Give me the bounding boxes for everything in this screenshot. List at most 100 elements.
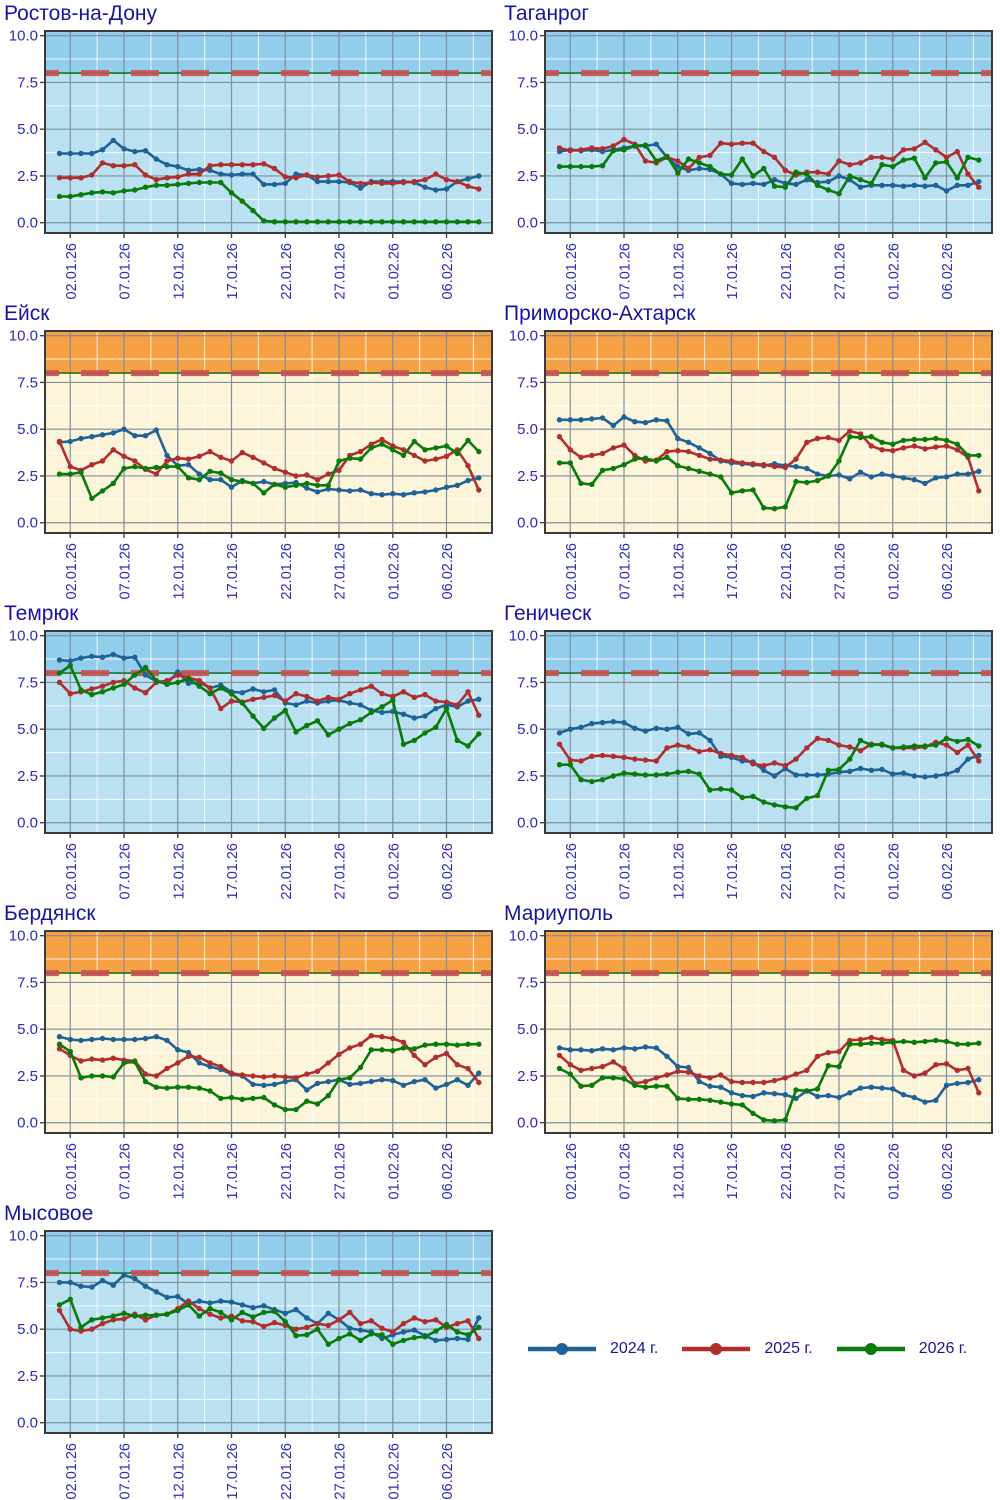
x-tick-label: 07.01.26: [118, 243, 134, 299]
x-tick-label: 12.01.26: [171, 843, 187, 899]
x-tick-label: 01.02.26: [386, 843, 402, 899]
legend-label-2024: 2024 г.: [610, 1340, 659, 1357]
x-tick-label: 12.01.26: [671, 843, 687, 899]
x-tick-label: 22.01.26: [779, 243, 795, 299]
x-tick-label: 02.01.26: [564, 843, 580, 899]
x-tick-label: 17.01.26: [225, 843, 241, 899]
x-tick-label: 06.02.26: [440, 243, 456, 299]
x-tick-label: 02.01.26: [564, 243, 580, 299]
series-line-2025: [558, 737, 981, 767]
y-tick-label: 10.0: [9, 628, 38, 645]
panel-title: Таганрог: [504, 2, 590, 25]
x-tick-label: 01.02.26: [386, 1143, 402, 1199]
y-tick-label: 2.5: [517, 468, 538, 485]
series-line-2025: [58, 1299, 481, 1340]
y-tick-label: 10.0: [509, 928, 538, 945]
x-tick-label: 17.01.26: [725, 543, 741, 599]
y-tick-label: 7.5: [517, 974, 538, 991]
x-tick-label: 06.02.26: [940, 1143, 956, 1199]
chart-panel-3: Ейск 0.0 2.5 5.0 7.5 10.0 02.01.26 07.01.26 12.0…: [0, 300, 500, 600]
series-line-2024: [58, 653, 481, 720]
y-tick-label: 10.0: [509, 628, 538, 645]
x-tick-label: 27.01.26: [333, 1143, 349, 1199]
series-points-2025: [56, 1033, 482, 1086]
series-line-2024: [58, 1273, 481, 1342]
x-tick-label: 02.01.26: [564, 1143, 580, 1199]
x-tick-label: 02.01.26: [564, 543, 580, 599]
series-line-2026: [58, 1298, 481, 1346]
x-tick-label: 06.02.26: [940, 543, 956, 599]
y-tick-label: 5.0: [517, 1021, 538, 1038]
series-points-2026: [556, 1037, 982, 1124]
legend: 2024 г. 2025 г. 2026 г.: [500, 1200, 1000, 1500]
series-points-2026: [56, 179, 482, 225]
y-tick-label: 0.0: [17, 215, 38, 232]
y-tick-label: 2.5: [17, 468, 38, 485]
panel-plot: 0.0 2.5 5.0 7.5 10.0 02.01.26 07.01.26 12.01.26…: [509, 928, 993, 1199]
y-tick-label: 5.0: [17, 421, 38, 438]
series-points-2025: [56, 1298, 482, 1342]
x-tick-label: 17.01.26: [225, 243, 241, 299]
chart-panel-1: Ростов-на-Дону 0.0 2.5 5.0 7.5 10.0 02.01.26 07…: [0, 0, 500, 300]
chart-panel-9: Мысовое 0.0 2.5 5.0 7.5 10.0 02.01.26 07.01.26 1…: [0, 1200, 500, 1500]
series-line-2026: [58, 1042, 481, 1111]
x-tick-label: 17.01.26: [225, 1143, 241, 1199]
y-tick-label: 2.5: [517, 1068, 538, 1085]
above-threshold-band: [45, 931, 492, 974]
y-tick-label: 0.0: [517, 215, 538, 232]
x-tick-label: 22.01.26: [779, 843, 795, 899]
x-tick-label: 22.01.26: [779, 1143, 795, 1199]
x-tick-label: 22.01.26: [279, 1443, 295, 1499]
series-points-2026: [556, 434, 982, 512]
y-tick-label: 7.5: [517, 374, 538, 391]
x-tick-label: 17.01.26: [725, 1143, 741, 1199]
x-tick-label: 27.01.26: [833, 543, 849, 599]
x-tick-label: 07.01.26: [118, 1443, 134, 1499]
series-points-2024: [556, 1044, 982, 1105]
x-tick-label: 17.01.26: [725, 243, 741, 299]
above-threshold-band: [545, 631, 992, 674]
x-tick-label: 17.01.26: [725, 843, 741, 899]
x-tick-label: 12.01.26: [171, 543, 187, 599]
x-tick-label: 02.01.26: [64, 543, 80, 599]
x-tick-label: 07.01.26: [118, 843, 134, 899]
panel-plot: 0.0 2.5 5.0 7.5 10.0 02.01.26 07.01.26 12.01.26…: [9, 1228, 493, 1499]
chart-panel-2: Таганрог 0.0 2.5 5.0 7.5 10.0 02.01.26 07.01.26…: [500, 0, 1000, 300]
panel-title: Мысовое: [4, 1202, 94, 1225]
y-tick-label: 0.0: [517, 1115, 538, 1132]
y-tick-label: 5.0: [17, 721, 38, 738]
legend-item-2026: 2026 г.: [835, 1340, 967, 1358]
series-points-2026: [556, 735, 982, 811]
y-tick-label: 10.0: [509, 328, 538, 345]
y-tick-label: 5.0: [517, 121, 538, 138]
y-tick-label: 2.5: [517, 168, 538, 185]
x-tick-label: 06.02.26: [440, 1143, 456, 1199]
panel-plot: 0.0 2.5 5.0 7.5 10.0 02.01.26 07.01.26 12.01.26…: [509, 328, 993, 599]
y-tick-label: 0.0: [17, 1415, 38, 1432]
y-tick-label: 5.0: [17, 1021, 38, 1038]
series-points-2025: [556, 136, 982, 190]
y-tick-label: 2.5: [17, 168, 38, 185]
x-tick-label: 27.01.26: [333, 543, 349, 599]
legend-item-2025: 2025 г.: [680, 1340, 813, 1358]
series-points-2024: [56, 651, 482, 721]
x-tick-label: 22.01.26: [279, 543, 295, 599]
y-tick-label: 2.5: [17, 1068, 38, 1085]
y-tick-label: 10.0: [9, 328, 38, 345]
series-line-2024: [58, 1035, 481, 1092]
above-threshold-band: [545, 931, 992, 974]
series-line-2025: [58, 438, 481, 492]
x-tick-label: 12.01.26: [171, 243, 187, 299]
panel-title: Ростов-на-Дону: [4, 2, 157, 25]
legend-swatch-2025-icon: [682, 1343, 751, 1355]
y-tick-label: 2.5: [17, 768, 38, 785]
y-tick-label: 7.5: [17, 974, 38, 991]
series-line-2025: [558, 429, 981, 493]
y-tick-label: 2.5: [17, 1368, 38, 1385]
y-tick-label: 5.0: [17, 1321, 38, 1338]
x-tick-label: 06.02.26: [940, 243, 956, 299]
x-tick-label: 27.01.26: [333, 843, 349, 899]
x-tick-label: 17.01.26: [225, 1443, 241, 1499]
y-tick-label: 7.5: [517, 674, 538, 691]
panel-title: Приморско-Ахтарск: [504, 302, 696, 325]
